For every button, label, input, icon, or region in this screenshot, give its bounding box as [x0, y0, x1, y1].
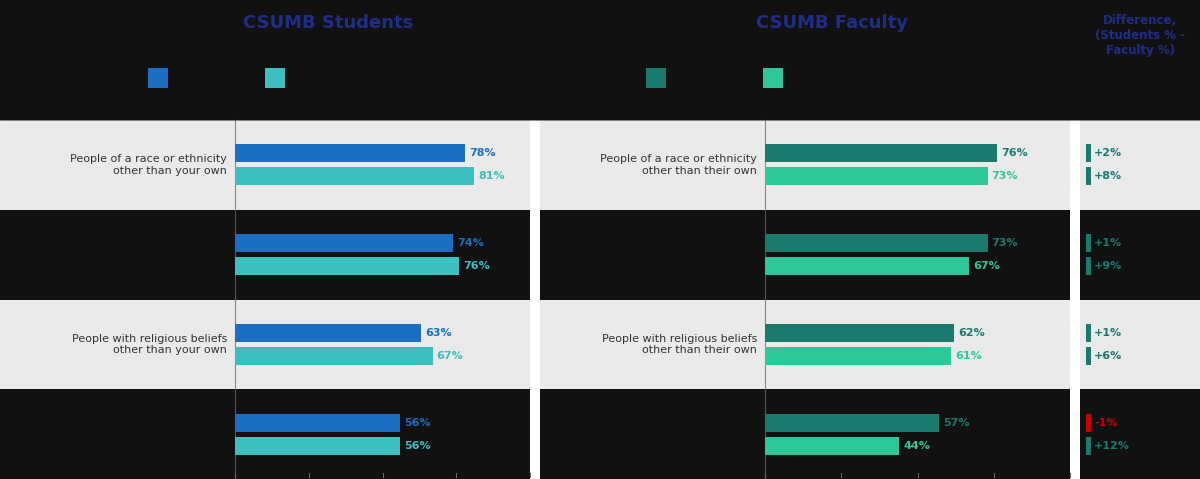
Text: +8%: +8% [1094, 171, 1122, 182]
Text: 76%: 76% [1001, 148, 1027, 159]
Bar [540, 389, 1070, 479]
Text: CSUMB Students: CSUMB Students [244, 14, 414, 32]
Text: +1%: +1% [1094, 328, 1122, 338]
Bar [0, 299, 530, 389]
Bar [1086, 347, 1091, 365]
Bar [1080, 120, 1200, 210]
Bar [1086, 167, 1091, 185]
Bar [766, 324, 954, 342]
Text: 74%: 74% [457, 238, 484, 248]
Text: CSUMB Faculty: CSUMB Faculty [756, 14, 907, 32]
Bar [540, 120, 1070, 210]
Bar [1080, 299, 1200, 389]
Text: 56%: 56% [404, 418, 431, 428]
Bar [1086, 324, 1091, 342]
Text: 44%: 44% [904, 441, 930, 451]
Text: 81%: 81% [478, 171, 504, 182]
Text: 73%: 73% [991, 171, 1018, 182]
Bar [1086, 257, 1091, 275]
Bar [0, 210, 530, 299]
Bar [235, 324, 421, 342]
Bar [763, 68, 782, 88]
Bar [540, 210, 1070, 299]
Bar [1080, 210, 1200, 299]
Text: 62%: 62% [958, 328, 985, 338]
Text: 63%: 63% [425, 328, 451, 338]
Bar [1086, 234, 1091, 252]
Text: People with religious beliefs
other than their own: People with religious beliefs other than… [601, 333, 757, 355]
Text: Difference,
(Students % -
Faculty %): Difference, (Students % - Faculty %) [1096, 14, 1186, 57]
Bar [235, 167, 474, 185]
Bar [0, 389, 530, 479]
Bar [235, 347, 433, 365]
Bar [766, 437, 899, 455]
Bar [766, 144, 997, 162]
Text: People of a race or ethnicity
other than your own: People of a race or ethnicity other than… [70, 154, 227, 176]
Bar [766, 347, 952, 365]
Bar [1080, 389, 1200, 479]
Bar [540, 299, 1070, 389]
Bar [235, 144, 466, 162]
Text: 67%: 67% [973, 261, 1000, 271]
Text: People of a race or ethnicity
other than their own: People of a race or ethnicity other than… [600, 154, 757, 176]
Text: +9%: +9% [1094, 261, 1122, 271]
Bar [766, 257, 970, 275]
Bar [766, 167, 988, 185]
Bar [0, 120, 530, 210]
Bar [1086, 144, 1091, 162]
Bar [235, 234, 454, 252]
Text: +2%: +2% [1094, 148, 1122, 159]
Bar [235, 257, 460, 275]
Text: People with religious beliefs
other than your own: People with religious beliefs other than… [72, 333, 227, 355]
Bar [766, 414, 938, 432]
Text: 67%: 67% [437, 351, 463, 361]
Text: -1%: -1% [1094, 418, 1117, 428]
Bar [1086, 437, 1091, 455]
Bar [0, 0, 1200, 120]
Text: 61%: 61% [955, 351, 982, 361]
Bar [235, 437, 401, 455]
Text: +12%: +12% [1094, 441, 1130, 451]
Text: 76%: 76% [463, 261, 490, 271]
Bar [646, 68, 666, 88]
Text: +1%: +1% [1094, 238, 1122, 248]
Text: 73%: 73% [991, 238, 1018, 248]
Bar [265, 68, 286, 88]
Bar [766, 234, 988, 252]
Text: 78%: 78% [469, 148, 496, 159]
Bar [149, 68, 168, 88]
Text: 56%: 56% [404, 441, 431, 451]
Text: +6%: +6% [1094, 351, 1122, 361]
Bar [235, 414, 401, 432]
Text: 57%: 57% [943, 418, 970, 428]
Bar [1086, 414, 1091, 432]
